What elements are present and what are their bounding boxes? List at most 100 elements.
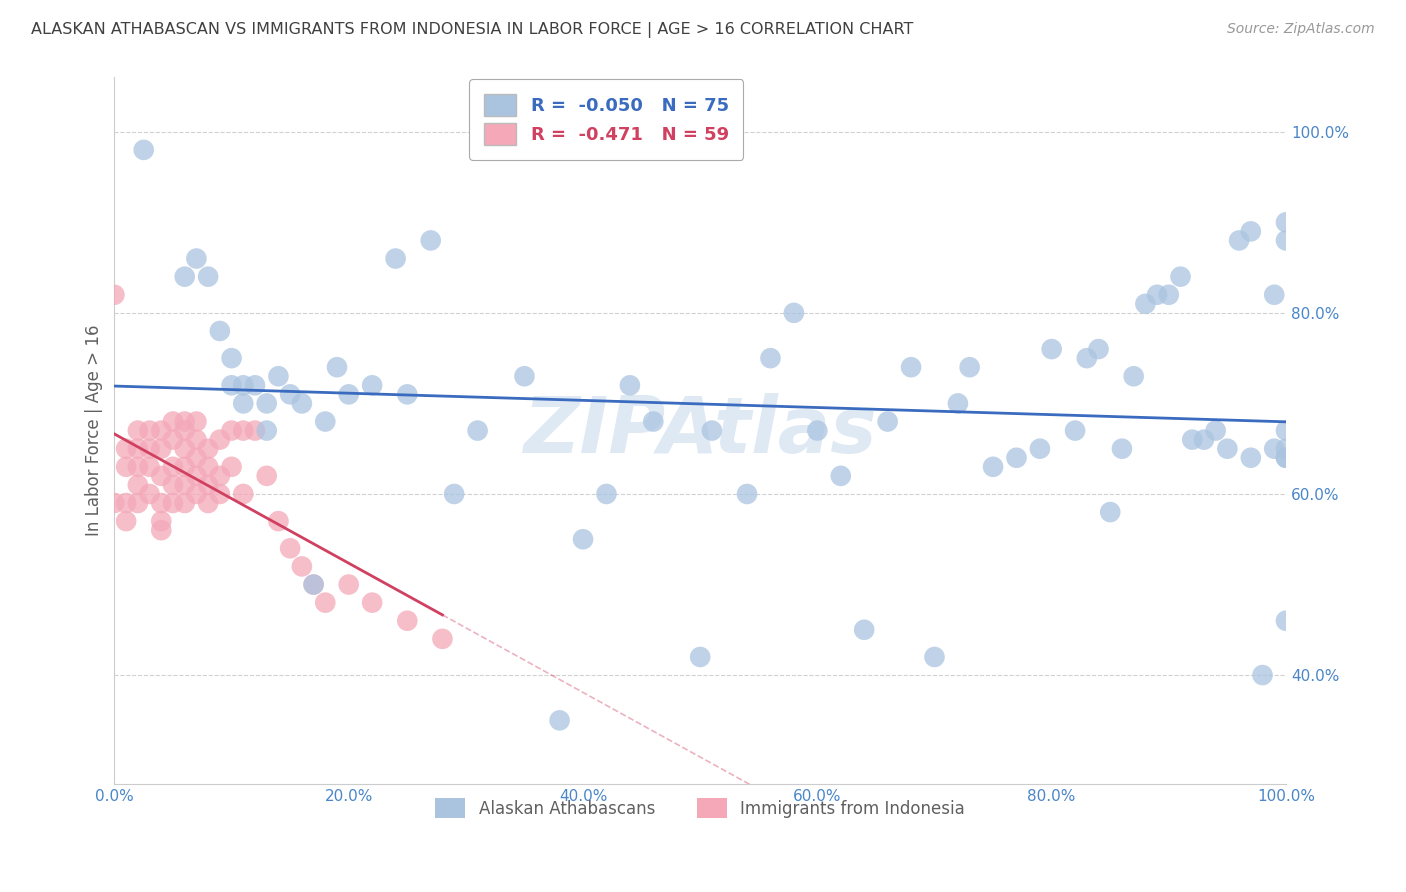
Point xyxy=(186,487,208,501)
Point xyxy=(548,714,571,728)
Point xyxy=(197,269,219,284)
Point xyxy=(115,442,138,456)
Point xyxy=(314,596,336,610)
Point xyxy=(173,415,195,429)
Point xyxy=(700,424,723,438)
Point xyxy=(221,351,243,366)
Text: Source: ZipAtlas.com: Source: ZipAtlas.com xyxy=(1227,22,1375,37)
Point xyxy=(1263,442,1285,456)
Point xyxy=(337,387,360,401)
Point xyxy=(467,424,489,438)
Point xyxy=(1240,224,1263,238)
Point xyxy=(1216,442,1239,456)
Point xyxy=(337,577,360,591)
Point xyxy=(1275,614,1298,628)
Point xyxy=(150,442,173,456)
Point xyxy=(162,433,184,447)
Point xyxy=(513,369,536,384)
Point xyxy=(197,459,219,474)
Point xyxy=(173,459,195,474)
Point xyxy=(314,415,336,429)
Point xyxy=(783,306,806,320)
Point xyxy=(232,424,254,438)
Point xyxy=(208,324,231,338)
Point xyxy=(572,533,595,547)
Point xyxy=(981,459,1004,474)
Point xyxy=(924,650,946,665)
Point xyxy=(689,650,711,665)
Point xyxy=(853,623,876,637)
Point xyxy=(103,496,125,510)
Point xyxy=(1275,450,1298,465)
Point xyxy=(1251,668,1274,682)
Point xyxy=(150,514,173,528)
Point xyxy=(361,378,384,392)
Point xyxy=(138,424,160,438)
Point xyxy=(186,433,208,447)
Point xyxy=(1064,424,1087,438)
Point xyxy=(1263,287,1285,301)
Point xyxy=(900,360,922,375)
Point xyxy=(221,459,243,474)
Point xyxy=(150,424,173,438)
Point xyxy=(302,577,325,591)
Point xyxy=(115,514,138,528)
Point xyxy=(1099,505,1122,519)
Point xyxy=(1111,442,1133,456)
Point xyxy=(1157,287,1180,301)
Point xyxy=(959,360,981,375)
Point xyxy=(115,496,138,510)
Point xyxy=(186,415,208,429)
Point xyxy=(396,614,419,628)
Point xyxy=(291,396,314,410)
Point xyxy=(1040,342,1063,356)
Point xyxy=(419,234,441,248)
Point xyxy=(197,496,219,510)
Point xyxy=(127,424,149,438)
Point xyxy=(302,577,325,591)
Point xyxy=(830,468,852,483)
Point xyxy=(127,496,149,510)
Point xyxy=(138,487,160,501)
Point xyxy=(1135,297,1157,311)
Point xyxy=(256,424,278,438)
Point xyxy=(1181,433,1204,447)
Point xyxy=(232,378,254,392)
Point xyxy=(173,478,195,492)
Point xyxy=(267,369,290,384)
Point xyxy=(291,559,314,574)
Point xyxy=(232,487,254,501)
Point xyxy=(221,424,243,438)
Point xyxy=(127,442,149,456)
Point xyxy=(162,496,184,510)
Point xyxy=(326,360,349,375)
Point xyxy=(443,487,465,501)
Point xyxy=(243,424,266,438)
Point xyxy=(127,478,149,492)
Point xyxy=(735,487,758,501)
Point xyxy=(162,415,184,429)
Point xyxy=(1087,342,1109,356)
Point xyxy=(1275,215,1298,229)
Point xyxy=(384,252,406,266)
Point xyxy=(619,378,641,392)
Point xyxy=(138,442,160,456)
Point xyxy=(1192,433,1215,447)
Point xyxy=(946,396,969,410)
Point xyxy=(208,468,231,483)
Point xyxy=(1275,424,1298,438)
Point xyxy=(256,396,278,410)
Point xyxy=(150,523,173,537)
Point xyxy=(197,478,219,492)
Point xyxy=(1122,369,1144,384)
Y-axis label: In Labor Force | Age > 16: In Labor Force | Age > 16 xyxy=(86,325,103,536)
Point xyxy=(1029,442,1052,456)
Text: ZIPAtlas: ZIPAtlas xyxy=(523,392,877,468)
Point xyxy=(243,378,266,392)
Point xyxy=(432,632,454,646)
Point xyxy=(267,514,290,528)
Point xyxy=(150,468,173,483)
Point xyxy=(208,433,231,447)
Point xyxy=(643,415,665,429)
Text: ALASKAN ATHABASCAN VS IMMIGRANTS FROM INDONESIA IN LABOR FORCE | AGE > 16 CORREL: ALASKAN ATHABASCAN VS IMMIGRANTS FROM IN… xyxy=(31,22,914,38)
